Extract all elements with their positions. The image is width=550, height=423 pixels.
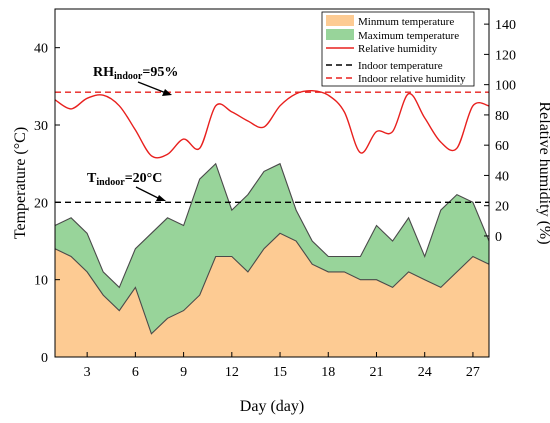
y-right-tick-label: 0 (495, 230, 502, 245)
annotation-rh-tail: =95% (142, 65, 178, 80)
y-left-tick-label: 40 (34, 42, 48, 57)
y-right-tick-label: 20 (495, 200, 509, 215)
plot-frame (54, 8, 490, 358)
legend: Minmum temperature Maximum temperature R… (321, 11, 475, 87)
annotation-rh-sub: indoor (114, 71, 143, 82)
max-temperature-outline (54, 162, 490, 289)
annotation-rh-arrow (137, 81, 167, 94)
line-layer (54, 89, 490, 204)
y-left-tick-label: 0 (41, 351, 48, 366)
annotation-rh-arrowhead (162, 89, 172, 96)
x-tick-label: 27 (466, 365, 480, 380)
legend-label-min: Minmum temperature (358, 16, 454, 28)
legend-swatch-min (326, 15, 354, 26)
y-right-tick-label: 40 (495, 169, 509, 184)
y-right-axis-title: Relative humidity (%) (536, 101, 550, 244)
relative-humidity-line (54, 89, 490, 159)
legend-label-indoor-rh: Indoor relative humidity (358, 73, 466, 85)
y-right-tick-label: 80 (495, 109, 509, 124)
y-right-tick-label: 60 (495, 139, 509, 154)
svg-text:RHindoor=95%: RHindoor=95% (93, 65, 178, 82)
y-left-tick-label: 10 (34, 274, 48, 289)
annotation-rh: RHindoor=95% (93, 65, 178, 96)
tick-layer: 3 6 9 12 15 18 21 24 27 0 10 20 30 40 0 20 40 60 80 100 120 1… (34, 18, 516, 380)
legend-swatch-max (326, 29, 354, 40)
y-left-tick-label: 20 (34, 196, 48, 211)
annotation-t-arrow (135, 186, 161, 200)
annotation-t: Tindoor=20°C (87, 171, 166, 201)
x-tick-label: 6 (132, 365, 139, 380)
y-right-tick-label: 120 (495, 48, 516, 63)
x-tick-label: 3 (84, 365, 91, 380)
annotation-t-arrowhead (156, 195, 166, 201)
y-right-tick-label: 140 (495, 18, 516, 33)
x-tick-label: 15 (273, 365, 287, 380)
x-tick-label: 18 (321, 365, 335, 380)
x-tick-label: 9 (180, 365, 187, 380)
area-layer (54, 162, 490, 357)
y-left-tick-label: 30 (34, 119, 48, 134)
y-left-axis-title: Temperature (°C) (12, 127, 29, 239)
x-axis-title: Day (day) (240, 398, 304, 415)
annotation-rh-main: RH (93, 65, 114, 80)
annotation-t-tail: =20°C (125, 171, 163, 186)
legend-label-indoor-t: Indoor temperature (358, 60, 443, 72)
legend-label-rh: Relative humidity (358, 43, 438, 55)
legend-label-max: Maximum temperature (358, 30, 459, 42)
x-tick-label: 24 (418, 365, 432, 380)
y-right-tick-label: 100 (495, 79, 516, 94)
x-tick-label: 21 (369, 365, 383, 380)
svg-text:Tindoor=20°C: Tindoor=20°C (87, 171, 162, 188)
annotation-t-sub: indoor (96, 177, 125, 188)
min-temperature-outline (54, 232, 490, 335)
annotation-t-main: T (87, 171, 97, 186)
min-temperature-area (55, 233, 489, 357)
x-tick-label: 12 (225, 365, 239, 380)
